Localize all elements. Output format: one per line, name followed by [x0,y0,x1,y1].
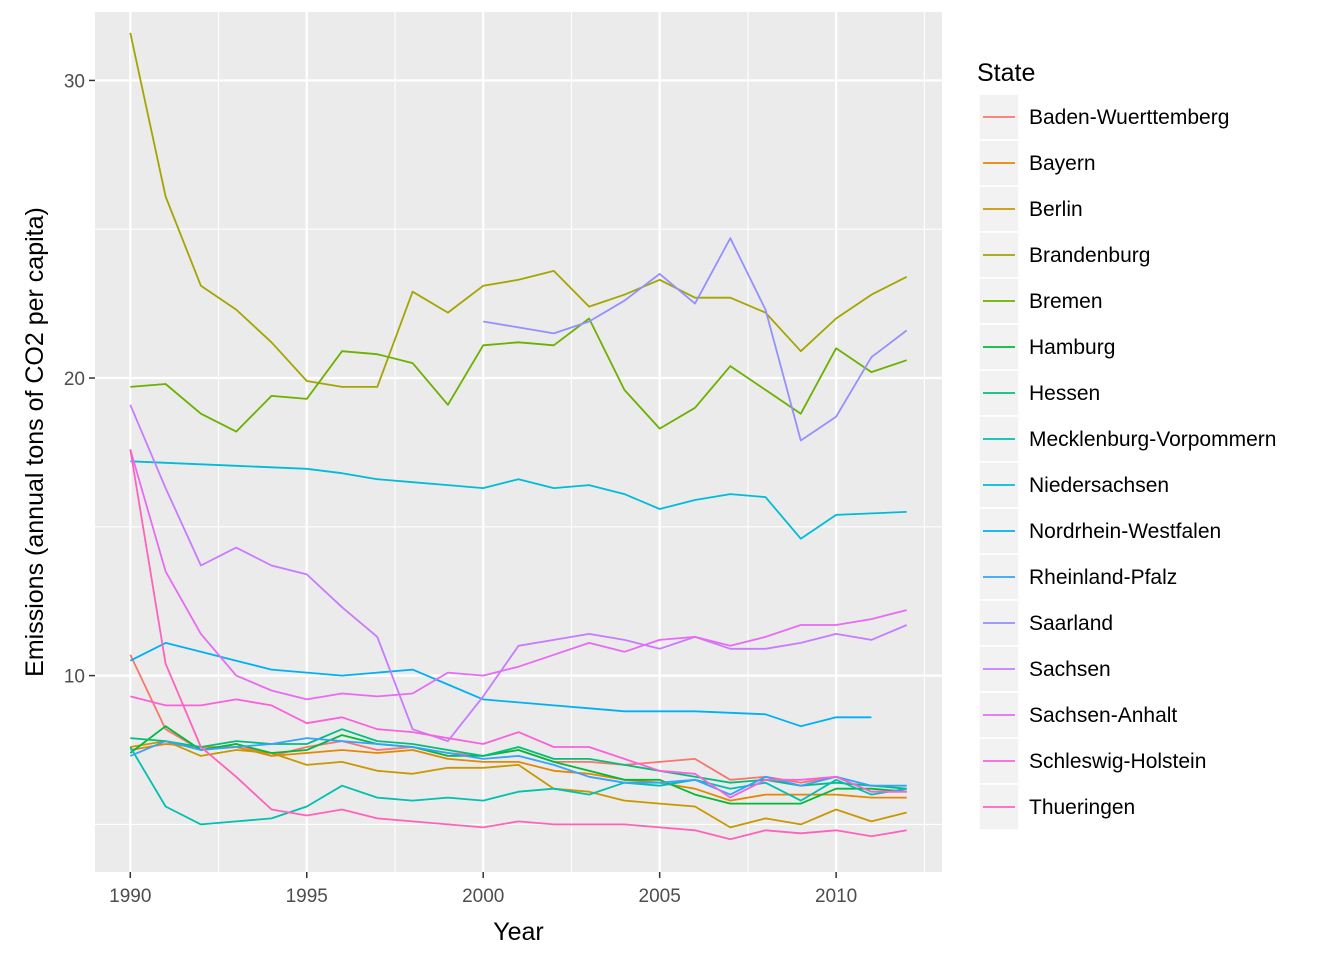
minor-gridlines [95,12,942,872]
series-line-mecklenburg-vorpommern [129,746,907,826]
series-line-nordrhein-westfalen [129,642,872,728]
series-line-saarland [483,237,908,442]
legend-label: Sachsen-Anhalt [1029,704,1177,727]
series-line-brandenburg [129,32,908,388]
legend-items: Baden-Wuerttemberg Bayern Berlin Brandenbur… [978,93,1276,831]
legend-item-sachsen-anhalt: Sachsen-Anhalt [978,691,1177,739]
series-line-hessen [130,728,907,790]
legend-label: Bremen [1029,290,1103,313]
legend-label: Hessen [1029,382,1100,405]
legend-item-berlin: Berlin [978,185,1083,233]
x-axis-title: Year [493,918,544,946]
legend-label: Brandenburg [1029,244,1150,267]
series-line-thueringen [129,449,907,841]
legend-label: Niedersachsen [1029,474,1169,497]
x-tick-label: 2005 [639,886,681,907]
x-tick-label: 1990 [109,886,151,907]
series-line-schleswig-holstein [130,695,907,799]
legend-label: Nordrhein-Westfalen [1029,520,1221,543]
series-line-hamburg [129,725,907,805]
legend: State Baden-Wuerttemberg Bayern Berlin Bran… [977,59,1276,831]
plot-panel [95,12,942,872]
x-tick-label: 1995 [286,886,328,907]
legend-title: State [977,59,1035,87]
y-axis: 10 20 30 [64,71,95,688]
legend-item-hamburg: Hamburg [978,323,1115,371]
series-line-niedersachsen [130,460,907,540]
legend-item-thueringen: Thueringen [978,783,1135,831]
series-line-sachsen [129,404,908,742]
legend-label: Mecklenburg-Vorpommern [1029,428,1276,451]
legend-item-mecklenburg-vorpommern: Mecklenburg-Vorpommern [978,415,1276,463]
legend-item-bayern: Bayern [978,139,1096,187]
y-tick-label: 10 [64,667,85,688]
legend-item-schleswig-holstein: Schleswig-Holstein [978,737,1206,785]
x-tick-label: 2010 [815,886,857,907]
legend-label: Sachsen [1029,658,1111,681]
x-axis: 1990 1995 2000 2005 2010 [109,872,857,907]
legend-item-baden-wuerttemberg: Baden-Wuerttemberg [978,93,1229,141]
y-axis-title: Emissions (annual tons of CO2 per capita… [21,207,49,677]
y-tick-label: 20 [64,369,85,390]
legend-label: Thueringen [1029,796,1135,819]
legend-label: Berlin [1029,198,1083,221]
y-tick-label: 30 [64,71,85,92]
major-gridlines [95,12,942,872]
legend-label: Hamburg [1029,336,1115,359]
legend-item-sachsen: Sachsen [978,645,1111,693]
legend-label: Baden-Wuerttemberg [1029,106,1229,129]
series-line-sachsen-anhalt [129,449,907,701]
legend-item-niedersachsen: Niedersachsen [978,461,1169,509]
legend-label: Schleswig-Holstein [1029,750,1206,773]
series-line-bremen [130,317,907,433]
legend-label: Rheinland-Pfalz [1029,566,1177,589]
legend-item-rheinland-pfalz: Rheinland-Pfalz [978,553,1177,601]
legend-item-nordrhein-westfalen: Nordrhein-Westfalen [978,507,1221,555]
series-line-bayern [130,743,907,802]
series-line-berlin [130,740,907,829]
series-lines [129,32,908,841]
legend-item-bremen: Bremen [978,277,1103,325]
legend-item-hessen: Hessen [978,369,1100,417]
legend-label: Saarland [1029,612,1113,635]
x-tick-label: 2000 [462,886,504,907]
legend-label: Bayern [1029,152,1096,175]
